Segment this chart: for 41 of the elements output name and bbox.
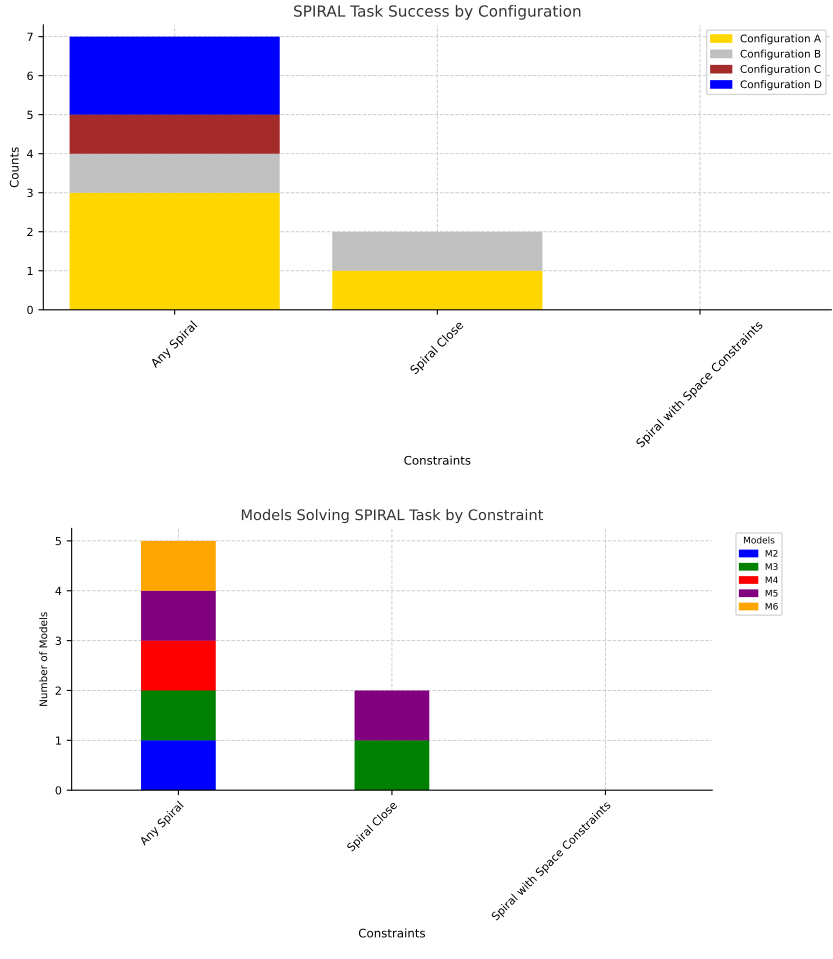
bar [141, 740, 216, 790]
y-tick-label: 7 [27, 32, 33, 41]
chart-title: SPIRAL Task Success by Configuration [294, 4, 580, 20]
legend-label: M4 [766, 576, 778, 584]
chart-title: Models Solving SPIRAL Task by Constraint [242, 508, 544, 524]
bar [141, 640, 216, 690]
y-tick-label: 2 [27, 228, 32, 236]
y-tick-label: 2 [56, 686, 61, 695]
bar [70, 192, 280, 310]
legend-label: Configuration C [740, 64, 821, 75]
bar [70, 36, 280, 115]
y-tick-label: 3 [56, 636, 62, 645]
y-axis-title: Counts [10, 147, 19, 188]
legend-label: Configuration D [740, 80, 822, 90]
bar [141, 590, 216, 641]
bar [70, 114, 280, 154]
y-tick-label: 0 [27, 306, 33, 314]
y-tick-label: 4 [55, 586, 62, 595]
y-tick-label: 4 [27, 150, 33, 158]
legend-label: Configuration B [740, 50, 820, 60]
y-tick-label: 5 [27, 110, 33, 120]
bar [141, 690, 216, 740]
legend-label: M2 [766, 550, 778, 557]
x-axis-title: Constraints [404, 456, 470, 465]
legend-label: M5 [766, 590, 778, 597]
y-axis-title: Number of Models [39, 612, 48, 706]
bar [354, 740, 430, 790]
bar [332, 270, 542, 310]
legend-label: Configuration A [740, 34, 821, 44]
legend-label: M3 [766, 563, 778, 570]
y-tick-label: 1 [28, 266, 33, 275]
legend-label: M6 [766, 602, 778, 610]
y-tick-label: 6 [27, 72, 33, 80]
x-axis-title: Constraints [358, 928, 426, 938]
legend-title: Models [744, 536, 774, 544]
bar [141, 540, 216, 591]
y-tick-label: 3 [27, 188, 33, 198]
y-tick-label: 0 [56, 786, 62, 795]
y-tick-label: 1 [56, 736, 61, 745]
bar [354, 690, 430, 740]
y-tick-label: 5 [56, 536, 61, 546]
